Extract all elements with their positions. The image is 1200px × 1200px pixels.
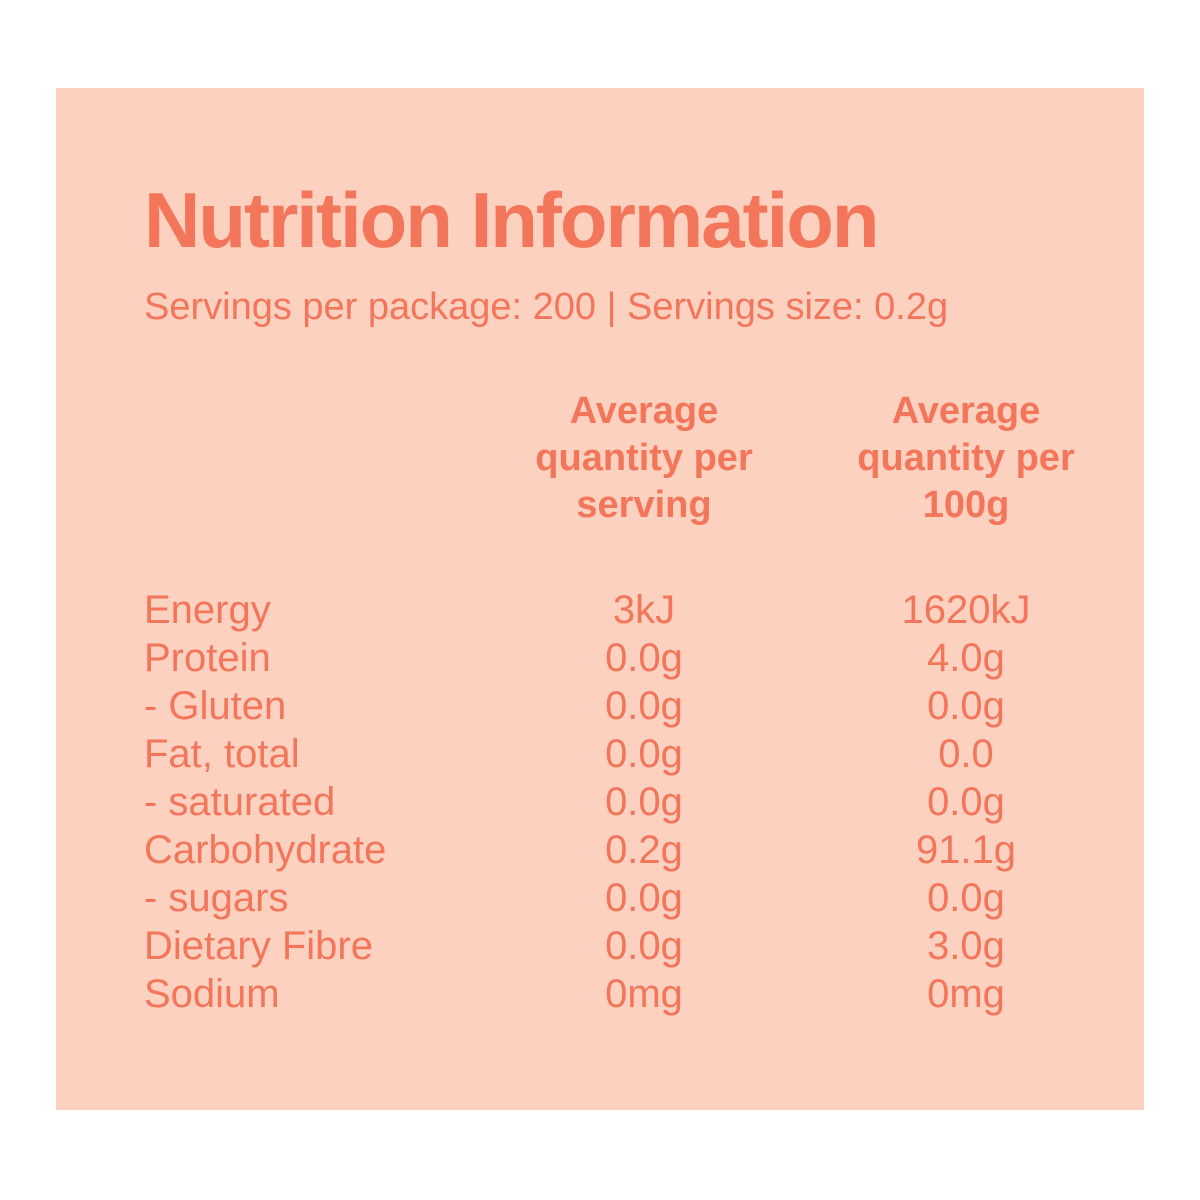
value-per-100g: 0.0 [938,732,994,776]
row-label: Protein [144,636,271,680]
row-label: - Gluten [144,684,287,728]
value-per-serving: 0.0g [605,876,683,920]
header-spacer [144,388,484,529]
row-label: - sugars [144,876,289,920]
value-per-serving: 0.0g [605,732,683,776]
value-per-serving: 0mg [605,972,683,1016]
panel-title: Nutrition Information [144,176,880,264]
value-per-100g: 0.0g [927,780,1005,824]
nutrition-table: Energy 3kJ 1620kJ Protein 0.0g 4.0g - Gl… [144,586,1128,1018]
nutrition-panel: Nutrition Information Servings per packa… [56,88,1144,1110]
row-label: Fat, total [144,732,300,776]
servings-line: Servings per package: 200 | Servings siz… [144,286,949,328]
value-per-100g: 91.1g [915,828,1017,872]
header-per-serving: Average quantity per serving [535,390,753,526]
row-label: Sodium [144,972,280,1016]
row-label: Dietary Fibre [144,924,373,968]
value-per-100g: 3.0g [927,924,1005,968]
header-per-100g: Average quantity per 100g [857,390,1075,526]
value-per-serving: 0.0g [605,636,683,680]
row-label: Energy [144,588,271,632]
value-per-serving: 0.2g [605,828,683,872]
value-per-100g: 0.0g [927,876,1005,920]
table-header-row: Average quantity per serving Average qua… [144,388,1128,529]
value-per-100g: 1620kJ [901,588,1031,632]
row-label: Carbohydrate [144,828,387,872]
value-per-100g: 4.0g [927,636,1005,680]
value-per-serving: 0.0g [605,780,683,824]
value-per-100g: 0mg [927,972,1005,1016]
value-per-serving: 0.0g [605,684,683,728]
value-per-100g: 0.0g [927,684,1005,728]
value-per-serving: 0.0g [605,924,683,968]
row-label: - saturated [144,780,336,824]
value-per-serving: 3kJ [612,588,676,632]
